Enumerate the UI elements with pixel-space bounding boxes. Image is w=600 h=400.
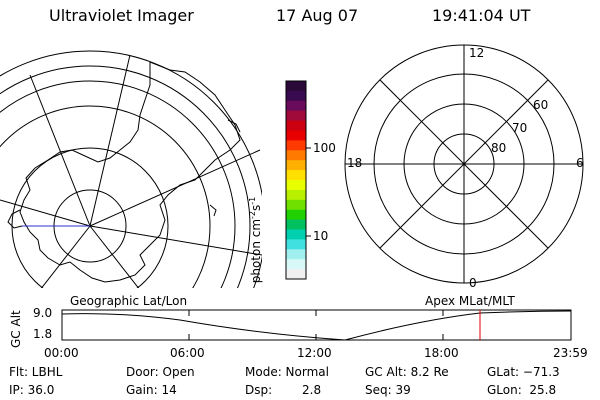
mode-info: Mode: Normal <box>245 365 329 379</box>
timeline-frame <box>61 309 572 341</box>
colorbar-swatch <box>286 229 306 240</box>
instrument-title: Ultraviolet Imager <box>49 6 194 25</box>
colorbar-swatch <box>286 209 306 221</box>
timeline-y-bottom: 1.8 <box>33 327 53 341</box>
colorbar-swatch <box>286 239 306 250</box>
timeline-left-title: Geographic Lat/Lon <box>70 294 188 308</box>
mlt-label-18: 18 <box>347 156 363 170</box>
gc-alt-info: GC Alt: 8.2 Re <box>365 365 449 379</box>
map-coastline <box>227 119 241 133</box>
colorbar-swatch <box>286 219 306 230</box>
polar-diagonal <box>379 79 549 249</box>
mlat-label-70: 70 <box>512 121 528 135</box>
colorbar-swatch <box>286 199 306 211</box>
timeline-right-title: Apex MLat/MLT <box>425 294 515 308</box>
map-lat-circle <box>0 50 262 288</box>
polar-ring-70 <box>403 103 525 225</box>
map-coastline <box>7 209 23 229</box>
polar-diagonal <box>379 79 549 249</box>
colorbar-swatch <box>286 259 306 270</box>
colorbar-swatch <box>286 150 306 161</box>
map-lat-circle <box>11 147 169 288</box>
time-label-06: 06:00 <box>170 346 205 360</box>
colorbar-swatch <box>286 110 306 122</box>
observation-time: 19:41:04 UT <box>432 6 531 25</box>
colorbar-swatch <box>286 180 306 191</box>
map-meridian <box>29 74 91 227</box>
colorbar-swatch <box>286 249 306 260</box>
polar-ring-60 <box>373 73 555 255</box>
dsp-value: 2.8 <box>302 383 322 397</box>
colorbar-swatch <box>286 140 306 151</box>
dsp-label: Dsp: <box>245 383 273 397</box>
polar-ring-80 <box>433 133 495 195</box>
map-meridian <box>89 225 262 256</box>
mlat-label-60: 60 <box>533 98 549 112</box>
mlt-label-6: 6 <box>576 156 584 170</box>
colorbar-swatch <box>286 100 306 112</box>
colorbar-tick-low: 10 <box>313 229 329 243</box>
colorbar-swatch <box>286 269 306 280</box>
time-label-12: 12:00 <box>297 346 332 360</box>
time-label-2359: 23:59 <box>553 346 588 360</box>
timeline-y-top: 9.0 <box>33 306 53 320</box>
filter-info: Flt: LBHL <box>9 365 63 379</box>
colorbar-swatch <box>286 90 306 102</box>
door-info: Door: Open <box>126 365 195 379</box>
map-meridian <box>89 225 140 288</box>
time-label-18: 18:00 <box>424 346 459 360</box>
seq-info: Seq: 39 <box>365 383 411 397</box>
gain-info: Gain: 14 <box>126 383 177 397</box>
glat-info: GLat: −71.3 <box>487 365 560 379</box>
time-label-00: 00:00 <box>44 346 79 360</box>
glon-info: GLon: 25.8 <box>487 383 557 397</box>
observation-date: 17 Aug 07 <box>276 6 359 25</box>
colorbar-units: photon cm-2s-1 <box>248 196 263 284</box>
colorbar-frame <box>285 80 307 280</box>
map-lat-circle <box>0 105 211 288</box>
altitude-curve <box>61 310 572 341</box>
map-lat-circle <box>53 189 127 263</box>
colorbar-swatch <box>286 130 306 141</box>
map-coastline <box>209 204 217 217</box>
colorbar-swatch <box>286 81 306 92</box>
colorbar-tick-high: 100 <box>313 141 336 155</box>
map-meridian <box>0 199 91 227</box>
ip-info: IP: 36.0 <box>9 383 55 397</box>
colorbar-swatch <box>286 120 306 131</box>
map-meridian <box>89 149 261 227</box>
mlt-label-12: 12 <box>469 46 485 60</box>
map-meridian <box>89 54 131 227</box>
map-meridian <box>40 225 91 288</box>
colorbar-swatch <box>286 160 306 171</box>
mlat-label-80: 80 <box>491 141 507 155</box>
timeline-axis-label: GC Alt <box>9 310 23 348</box>
map-coastline <box>19 61 241 283</box>
mlt-label-0: 0 <box>469 276 477 290</box>
colorbar-swatch <box>286 170 306 181</box>
polar-ring-outer <box>344 44 584 284</box>
colorbar-swatch <box>286 189 306 201</box>
